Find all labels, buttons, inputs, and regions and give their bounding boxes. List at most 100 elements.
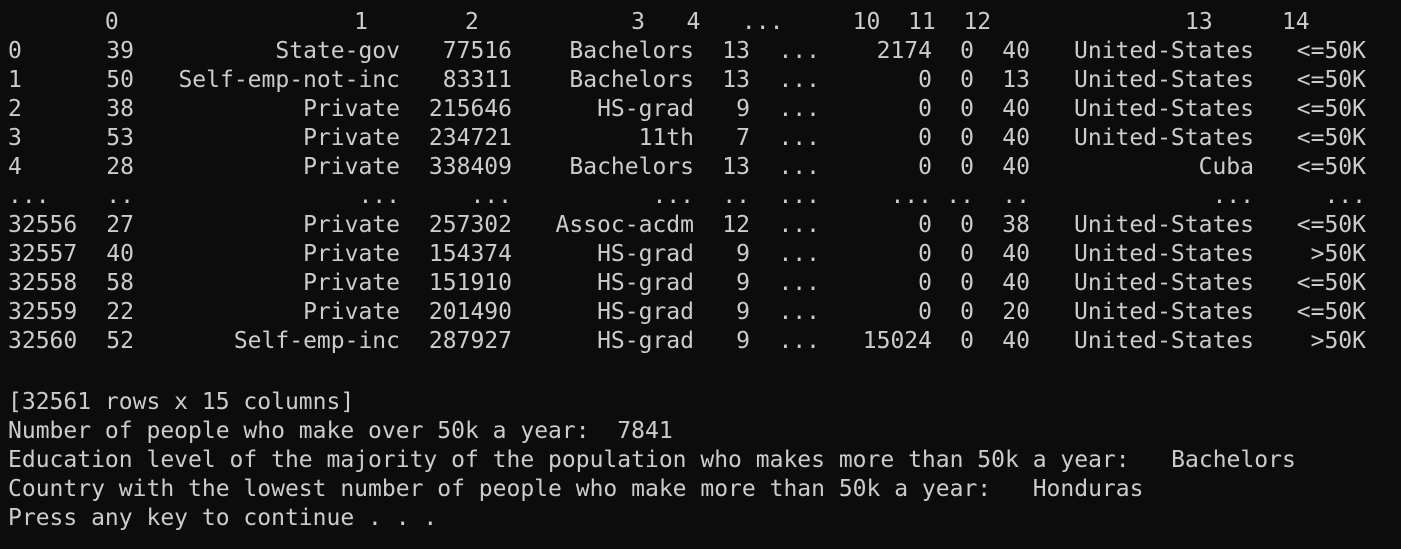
table-cell: 0 xyxy=(918,241,932,267)
table-cell: 0 xyxy=(918,270,932,296)
continue-prompt: Press any key to continue . . . xyxy=(8,505,438,531)
table-cell: ... xyxy=(778,270,820,296)
table-cell: 27 xyxy=(106,212,134,238)
education-majority: Education level of the majority of the p… xyxy=(8,447,1296,473)
table-cell: 154374 xyxy=(428,241,512,267)
table-cell: .. xyxy=(1002,183,1030,209)
table-cell: >50K xyxy=(1310,241,1366,267)
table-cell: United-States xyxy=(1073,241,1254,267)
table-cell: ... xyxy=(778,299,820,325)
table-cell: 13 xyxy=(722,154,750,180)
table-row: 32557 40 Private 154374 HS-grad 9... 0 0 40 Unite… xyxy=(8,240,1366,269)
row-index: 32557 xyxy=(8,241,78,267)
table-cell: <=50K xyxy=(1296,299,1366,325)
dataframe-column-header: 0 1 2 3 4 ... 10 11 12 13 14 xyxy=(8,9,1310,35)
table-cell: 201490 xyxy=(428,299,512,325)
table-cell: ... xyxy=(1212,183,1254,209)
table-cell: 83311 xyxy=(442,67,512,93)
table-cell: 11th xyxy=(638,125,694,151)
table-cell: 40 xyxy=(1002,270,1030,296)
table-cell: <=50K xyxy=(1296,270,1366,296)
table-cell: 38 xyxy=(1002,212,1030,238)
table-cell: State-gov xyxy=(275,38,400,64)
table-row: 0 39 State-gov 77516 Bachelors 13... 2174 0 40 Un… xyxy=(8,37,1366,66)
table-cell: ... xyxy=(778,328,820,354)
table-cell: HS-grad xyxy=(597,299,694,325)
table-cell: ... xyxy=(778,96,820,122)
table-cell: 0 xyxy=(918,67,932,93)
table-cell: ... xyxy=(890,183,932,209)
table-cell: United-States xyxy=(1073,96,1254,122)
table-cell: 338409 xyxy=(428,154,512,180)
table-cell: 287927 xyxy=(428,328,512,354)
table-cell: ... xyxy=(778,212,820,238)
table-row: 32556 27 Private 257302 Assoc-acdm 12... 0 0 38 U… xyxy=(8,211,1366,240)
table-cell: 13 xyxy=(1002,67,1030,93)
table-cell: HS-grad xyxy=(597,96,694,122)
table-cell: 9 xyxy=(736,270,750,296)
table-cell: Self-emp-not-inc xyxy=(178,67,400,93)
table-cell: 28 xyxy=(106,154,134,180)
table-cell: 0 xyxy=(960,67,974,93)
table-cell: 0 xyxy=(960,96,974,122)
table-cell: Private xyxy=(303,96,400,122)
table-cell: <=50K xyxy=(1296,212,1366,238)
table-cell: United-States xyxy=(1073,212,1254,238)
table-cell: 39 xyxy=(106,38,134,64)
table-row: 4 28 Private 338409 Bachelors 13... 0 0 40 Cuba <=… xyxy=(8,153,1366,182)
row-index: 32556 xyxy=(8,212,78,238)
table-cell: .. xyxy=(722,183,750,209)
table-cell: United-States xyxy=(1073,67,1254,93)
table-cell: Cuba xyxy=(1198,154,1254,180)
table-cell: United-States xyxy=(1073,125,1254,151)
table-cell: 0 xyxy=(960,328,974,354)
table-cell: .. xyxy=(106,183,134,209)
table-cell: Self-emp-inc xyxy=(233,328,400,354)
table-row: 32558 58 Private 151910 HS-grad 9... 0 0 40 Unite… xyxy=(8,269,1366,298)
table-cell: 0 xyxy=(918,212,932,238)
table-cell: 0 xyxy=(960,241,974,267)
table-cell: <=50K xyxy=(1296,67,1366,93)
table-cell: United-States xyxy=(1073,299,1254,325)
table-cell: 52 xyxy=(106,328,134,354)
table-cell: HS-grad xyxy=(597,241,694,267)
dataframe-table: 0 39 State-gov 77516 Bachelors 13... 2174 0 40 Un… xyxy=(8,37,1366,356)
table-cell: 9 xyxy=(736,96,750,122)
row-index: 32560 xyxy=(8,328,78,354)
table-cell: .. xyxy=(946,183,974,209)
table-cell: 53 xyxy=(106,125,134,151)
table-cell: 0 xyxy=(960,125,974,151)
table-cell: 0 xyxy=(918,299,932,325)
row-index: 32558 xyxy=(8,270,78,296)
table-cell: Private xyxy=(303,154,400,180)
table-cell: 40 xyxy=(106,241,134,267)
table-cell: United-States xyxy=(1073,38,1254,64)
table-cell: 0 xyxy=(960,270,974,296)
table-cell: 0 xyxy=(918,125,932,151)
table-cell: 40 xyxy=(1002,154,1030,180)
table-cell: ... xyxy=(652,183,694,209)
table-cell: 40 xyxy=(1002,328,1030,354)
table-cell: Private xyxy=(303,125,400,151)
table-cell: 12 xyxy=(722,212,750,238)
table-cell: >50K xyxy=(1310,328,1366,354)
table-cell: 0 xyxy=(918,96,932,122)
table-cell: 22 xyxy=(106,299,134,325)
table-cell: 2174 xyxy=(876,38,932,64)
row-index: 3 xyxy=(8,125,22,151)
table-cell: <=50K xyxy=(1296,96,1366,122)
table-cell: Bachelors xyxy=(569,38,694,64)
table-row: 1 50 Self-emp-not-inc 83311 Bachelors 13... 0 0… xyxy=(8,66,1366,95)
table-cell: 20 xyxy=(1002,299,1030,325)
table-cell: 257302 xyxy=(428,212,512,238)
lowest-country: Country with the lowest number of people… xyxy=(8,476,1144,502)
table-cell: 50 xyxy=(106,67,134,93)
table-cell: Private xyxy=(303,270,400,296)
table-cell: 40 xyxy=(1002,38,1030,64)
table-cell: Private xyxy=(303,241,400,267)
table-row: 32560 52 Self-emp-inc 287927 HS-grad 9... 1502… xyxy=(8,327,1366,356)
table-cell: 0 xyxy=(918,154,932,180)
table-cell: HS-grad xyxy=(597,328,694,354)
table-cell: United-States xyxy=(1073,270,1254,296)
